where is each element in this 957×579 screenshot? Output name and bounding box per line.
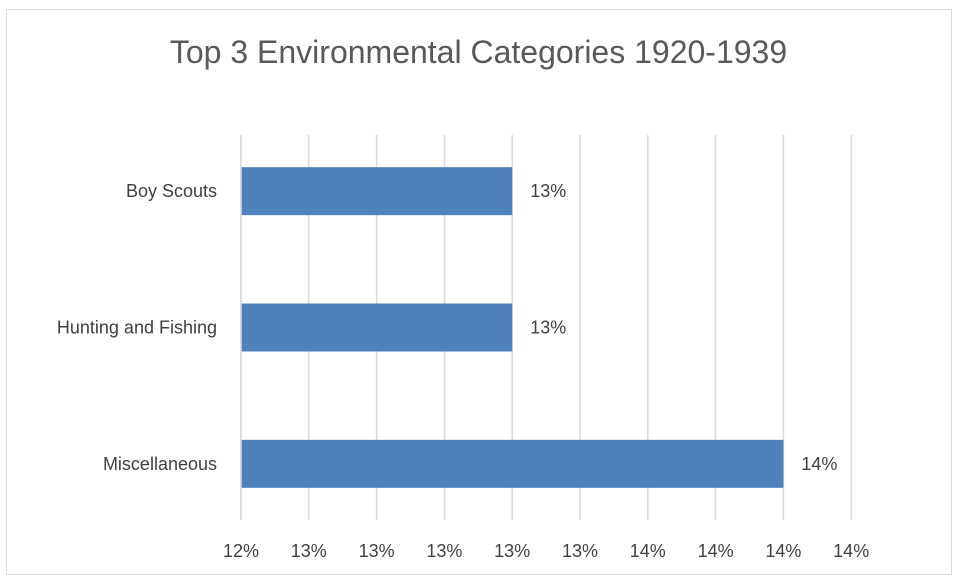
x-tick-label: 14% <box>630 541 666 561</box>
category-label: Hunting and Fishing <box>57 318 217 338</box>
x-tick-label: 14% <box>765 541 801 561</box>
x-tick-label: 14% <box>833 541 869 561</box>
x-tick-label: 13% <box>291 541 327 561</box>
bar <box>241 303 513 352</box>
chart-title: Top 3 Environmental Categories 1920-1939 <box>169 34 788 70</box>
x-tick-label: 13% <box>494 541 530 561</box>
data-label: 14% <box>801 454 837 474</box>
bar <box>241 167 513 216</box>
data-label: 13% <box>530 318 566 338</box>
x-tick-label: 14% <box>698 541 734 561</box>
x-tick-label: 13% <box>562 541 598 561</box>
x-tick-label: 13% <box>426 541 462 561</box>
category-label: Miscellaneous <box>103 454 217 474</box>
bar <box>241 439 784 488</box>
x-tick-label: 12% <box>223 541 259 561</box>
data-label: 13% <box>530 181 566 201</box>
x-tick-label: 13% <box>359 541 395 561</box>
category-label: Boy Scouts <box>126 181 217 201</box>
chart-frame <box>6 9 952 575</box>
